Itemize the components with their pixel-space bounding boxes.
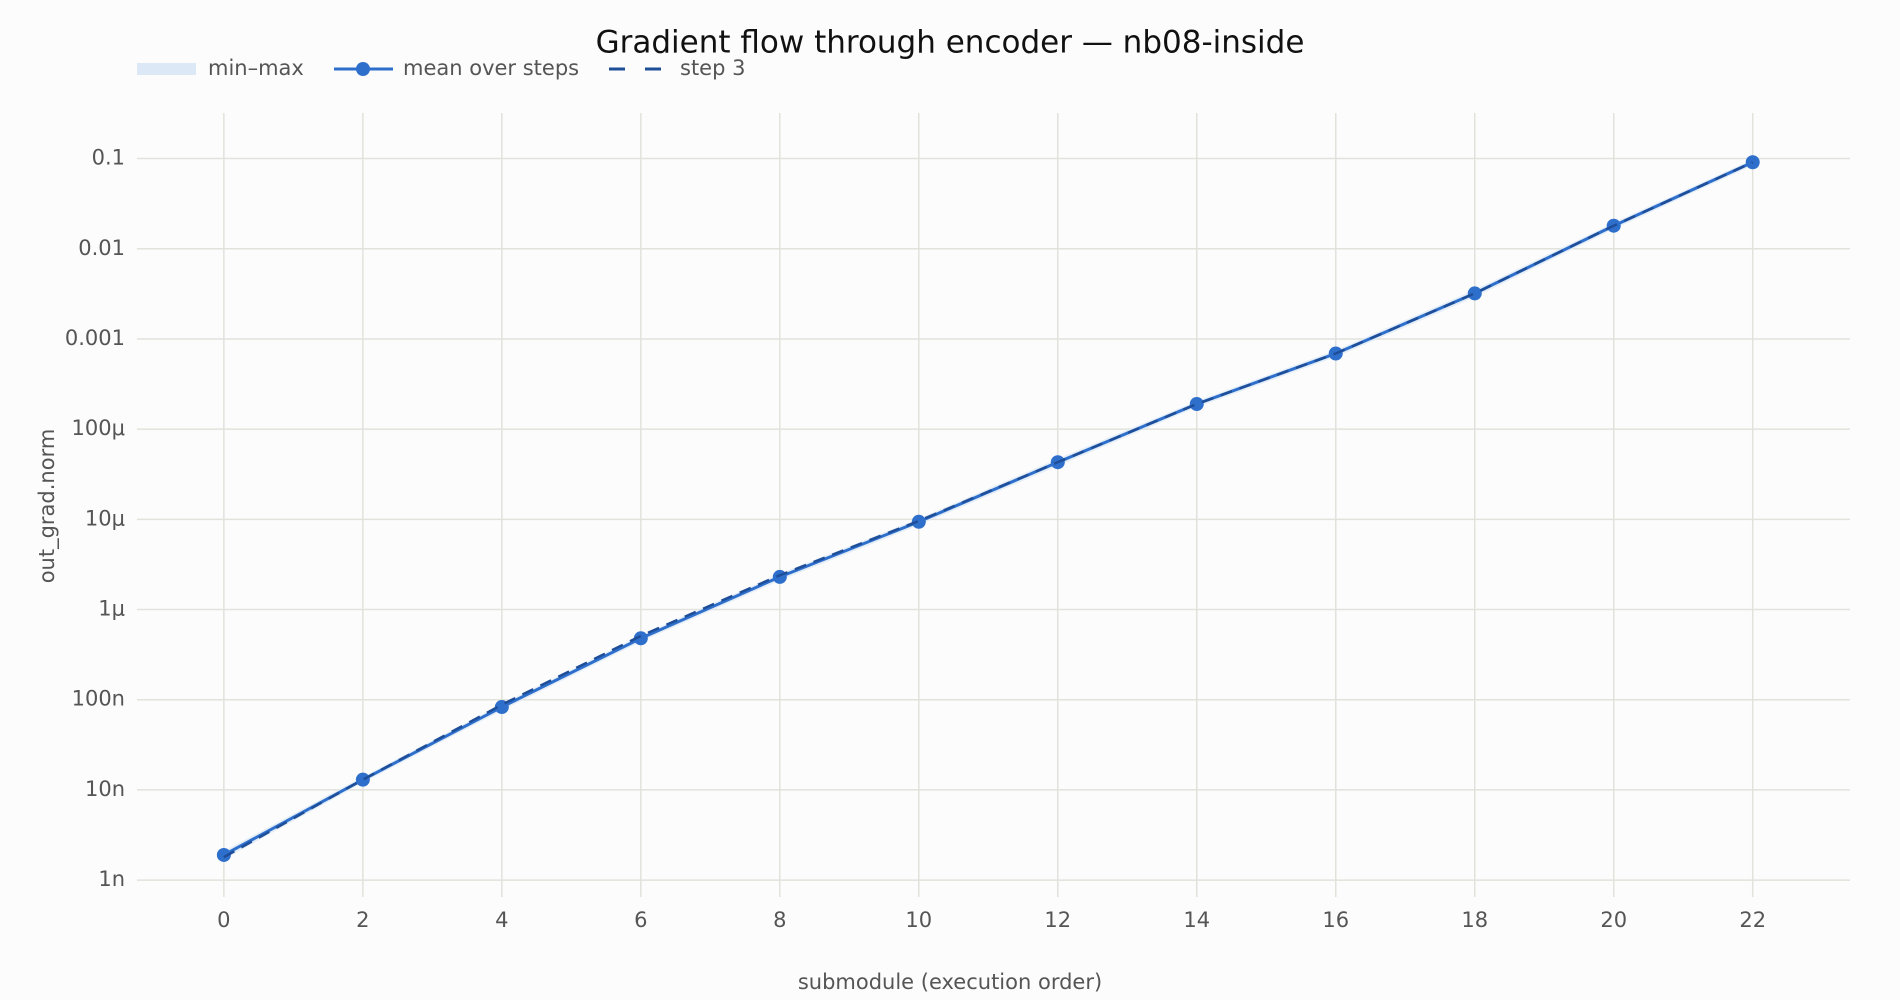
legend-label: mean over steps xyxy=(403,56,579,80)
x-tick-label: 22 xyxy=(1739,908,1766,932)
legend-label: min–max xyxy=(208,56,304,80)
x-tick-label: 20 xyxy=(1600,908,1627,932)
x-tick-label: 14 xyxy=(1183,908,1210,932)
x-tick-label: 16 xyxy=(1322,908,1349,932)
mean-marker xyxy=(355,772,370,787)
x-tick-label: 18 xyxy=(1461,908,1488,932)
legend-label: step 3 xyxy=(680,56,745,80)
min-max-band xyxy=(223,159,1753,860)
x-tick-label: 0 xyxy=(217,908,230,932)
legend-swatch xyxy=(137,63,196,75)
legend-item: mean over steps xyxy=(334,56,579,80)
y-tick-label: 0.1 xyxy=(92,146,125,170)
y-tick-label: 1n xyxy=(98,867,125,891)
x-axis-title: submodule (execution order) xyxy=(798,970,1102,994)
mean-marker xyxy=(1189,397,1204,412)
y-tick-label: 0.001 xyxy=(65,326,125,350)
y-tick-label: 10μ xyxy=(85,506,125,530)
x-tick-label: 2 xyxy=(356,908,369,932)
mean-marker xyxy=(911,514,926,529)
x-tick-label: 10 xyxy=(905,908,932,932)
x-tick-label: 6 xyxy=(634,908,647,932)
x-tick-label: 8 xyxy=(773,908,786,932)
mean-marker xyxy=(1467,286,1482,301)
x-tick-label: 12 xyxy=(1044,908,1071,932)
mean-marker xyxy=(216,847,231,862)
chart-title: Gradient flow through encoder — nb08-ins… xyxy=(596,25,1305,61)
legend-item: step 3 xyxy=(609,56,745,80)
y-tick-label: 0.01 xyxy=(78,236,125,260)
legend-marker xyxy=(356,62,370,76)
y-tick-label: 100n xyxy=(72,687,125,711)
legend-item: min–max xyxy=(137,56,304,80)
y-tick-label: 1μ xyxy=(98,597,125,621)
mean-marker xyxy=(633,631,648,646)
y-tick-label: 100μ xyxy=(72,416,125,440)
step-line xyxy=(223,161,1754,859)
x-tick-label: 4 xyxy=(495,908,508,932)
y-axis-title: out_grad.norm xyxy=(35,429,60,584)
y-tick-label: 10n xyxy=(85,777,125,801)
